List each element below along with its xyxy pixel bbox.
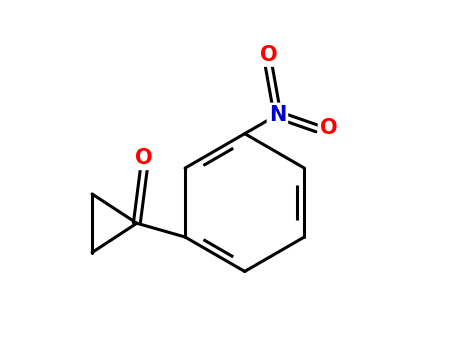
Text: O: O [260,45,278,65]
Text: O: O [135,148,152,168]
Text: O: O [320,119,338,139]
Text: N: N [269,105,286,125]
